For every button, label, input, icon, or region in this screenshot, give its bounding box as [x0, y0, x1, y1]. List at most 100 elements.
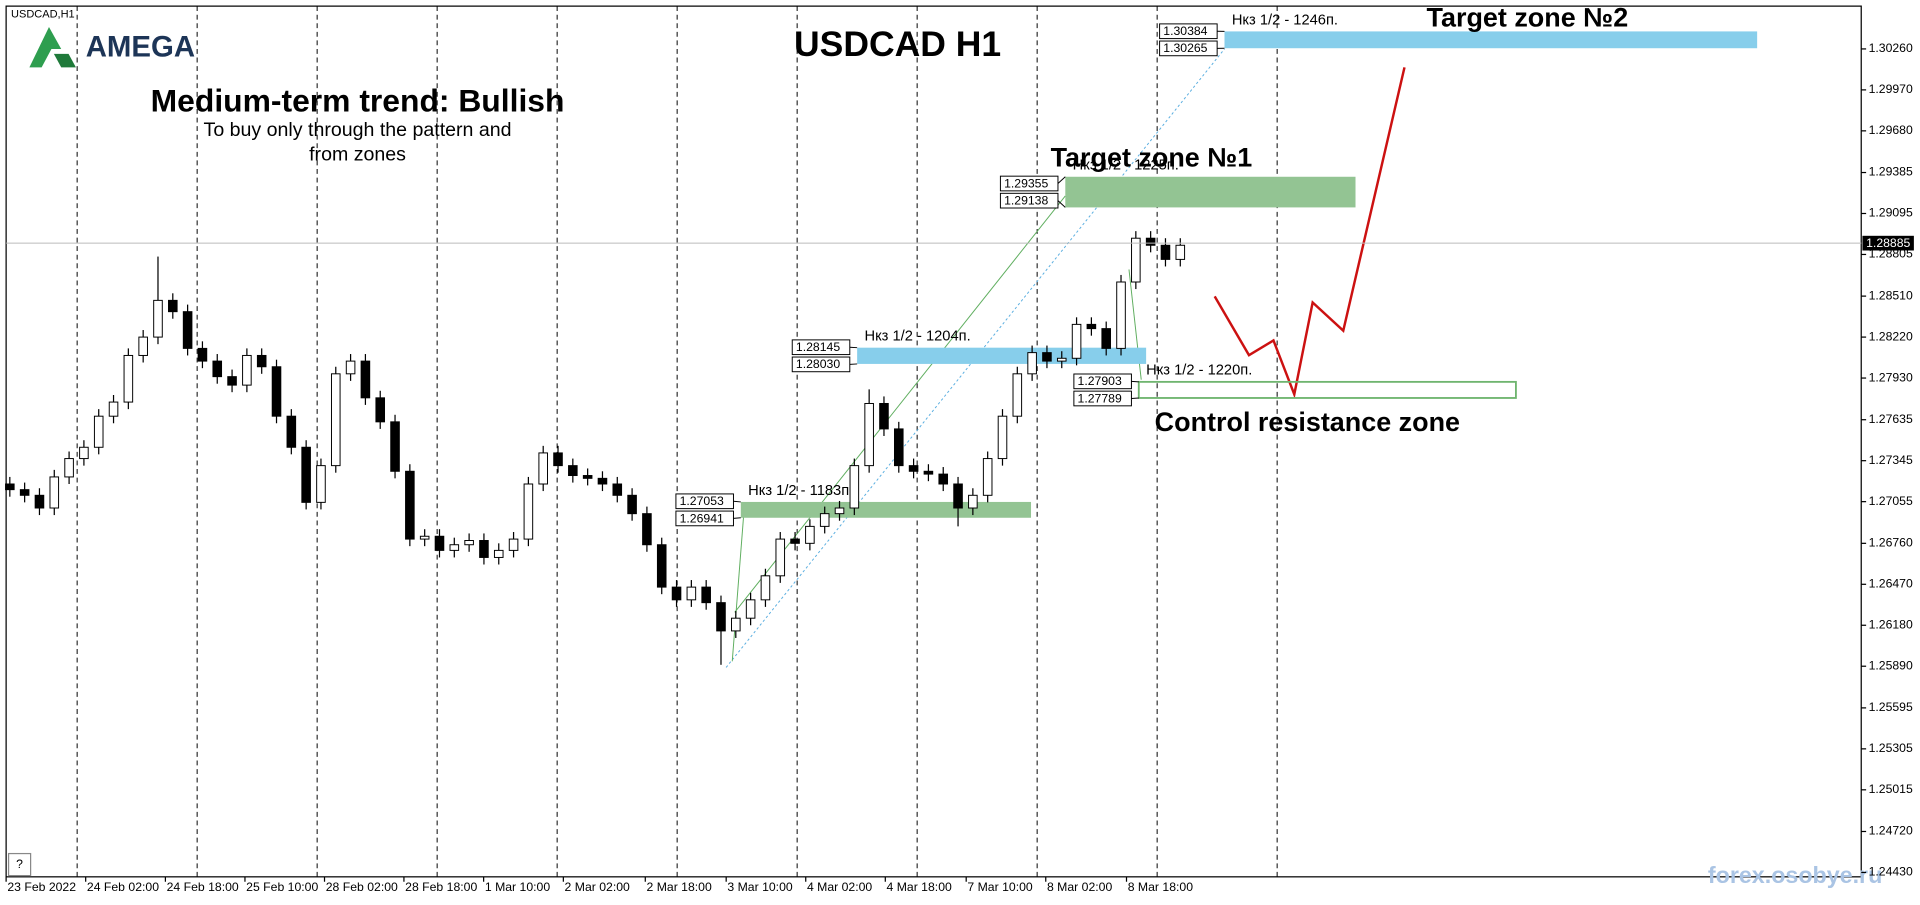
candle-body [256, 354, 267, 368]
y-tick-label: 1.27635 [1869, 412, 1913, 426]
candle-body [330, 373, 341, 467]
candle-body [908, 465, 919, 472]
candle-body [271, 366, 282, 417]
y-tick-label: 1.26180 [1869, 617, 1913, 631]
candle-body [553, 452, 563, 467]
candle-body [64, 458, 74, 478]
zone-note: Нкз 1/2 - 1220п. [1146, 363, 1252, 379]
candle-body [168, 299, 178, 313]
candle-body [1012, 373, 1023, 417]
zone [1065, 176, 1356, 208]
candle-body [286, 415, 297, 448]
candle-body [1175, 244, 1186, 260]
watermark: forex.osobye.ru [1708, 862, 1882, 888]
candle-body [138, 336, 148, 356]
candle-body [805, 525, 815, 544]
help-label[interactable]: ? [16, 857, 23, 871]
candle-body [701, 586, 711, 604]
candle-body [153, 299, 163, 338]
zone [1224, 31, 1758, 49]
candle-body [879, 402, 889, 430]
candle-body [864, 402, 874, 467]
candle-body [745, 599, 756, 619]
candle-body [642, 513, 652, 546]
candle-body [5, 483, 15, 491]
x-tick-label: 2 Mar 18:00 [647, 880, 712, 894]
chart-title: USDCAD H1 [794, 24, 1001, 64]
x-tick-label: 4 Mar 18:00 [887, 880, 952, 894]
candle-body [923, 470, 934, 475]
candle-body [301, 446, 311, 503]
candle-body [360, 360, 371, 399]
zone-price-label: 1.29138 [1004, 194, 1048, 208]
candle-body [508, 538, 519, 551]
note: To buy only through the pattern and [204, 119, 512, 141]
zone-note: Нкз 1/2 - 1246п. [1232, 12, 1338, 28]
subtitle: Medium-term trend: Bullish [151, 82, 565, 118]
candle-body [434, 535, 445, 551]
candle-body [316, 465, 326, 503]
candle-body [1086, 323, 1097, 330]
zone-label: Target zone №1 [1051, 142, 1253, 172]
x-tick-label: 23 Feb 2022 [7, 880, 76, 894]
candle-body [19, 489, 30, 496]
candle-body [775, 538, 786, 577]
candle-body [79, 446, 89, 460]
last-price-label: 1.28885 [1866, 236, 1910, 250]
candle-body [716, 602, 726, 632]
candle-body [449, 544, 460, 551]
candle-body [523, 483, 534, 540]
zone-note: Нкз 1/2 - 1225п. [1073, 158, 1179, 174]
zone [740, 501, 1032, 518]
candle-body [953, 483, 963, 509]
plot-frame [5, 5, 1862, 878]
y-tick-label: 1.25890 [1869, 658, 1913, 672]
candle-body [464, 540, 474, 546]
candle-body [893, 428, 904, 467]
candle-body [997, 415, 1008, 460]
zone-connector [733, 500, 741, 503]
zone [1137, 380, 1517, 399]
zone-connector [1131, 380, 1139, 383]
x-tick-label: 3 Mar 10:00 [727, 880, 792, 894]
note: from zones [309, 144, 406, 166]
candle-body [479, 540, 489, 558]
zone-price-label: 1.27903 [1078, 374, 1122, 388]
candle-body [182, 311, 193, 349]
x-tick-label: 28 Feb 18:00 [405, 880, 477, 894]
candle-body [686, 586, 697, 601]
candle-body [982, 458, 993, 496]
y-tick-label: 1.24720 [1869, 824, 1913, 838]
y-tick-label: 1.26760 [1869, 536, 1913, 550]
candle-body [375, 397, 386, 423]
candle-body [790, 538, 800, 544]
x-tick-label: 28 Feb 02:00 [326, 880, 398, 894]
candle-body [968, 494, 978, 509]
zone-note: Нкз 1/2 - 1204п. [864, 329, 970, 345]
candle-body [1071, 323, 1082, 359]
y-tick-label: 1.25015 [1869, 782, 1913, 796]
zone-price-label: 1.28145 [796, 340, 840, 354]
candle-body [1145, 237, 1156, 246]
x-tick-label: 24 Feb 18:00 [167, 880, 239, 894]
x-tick-label: 4 Mar 02:00 [807, 880, 872, 894]
zone [857, 347, 1147, 364]
candle-body [568, 465, 578, 477]
y-tick-label: 1.29385 [1869, 165, 1913, 179]
candle-body [731, 617, 741, 632]
help-button[interactable] [7, 852, 32, 877]
candle-body [108, 401, 119, 417]
candle-body [345, 360, 356, 375]
candle-body [597, 477, 608, 485]
candle-body [849, 465, 860, 509]
x-tick-label: 8 Mar 02:00 [1047, 880, 1112, 894]
zone-connector [1131, 397, 1139, 399]
y-tick-label: 1.28220 [1869, 329, 1913, 343]
candle-body [538, 452, 548, 485]
x-tick-label: 25 Feb 10:00 [246, 880, 318, 894]
y-tick-label: 1.28510 [1869, 288, 1913, 302]
x-tick-label: 1 Mar 10:00 [485, 880, 550, 894]
candle-body [493, 549, 504, 558]
candle-body [671, 586, 682, 601]
